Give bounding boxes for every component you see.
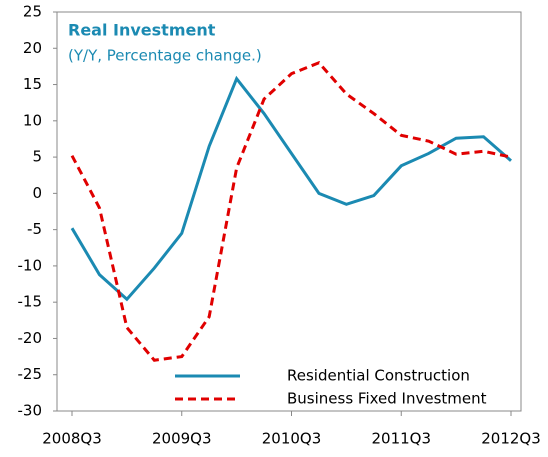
chart-subtitle: (Y/Y, Percentage change.)	[68, 47, 262, 65]
x-tick-label: 2011Q3	[371, 430, 431, 448]
chart-title: Real Investment	[68, 21, 216, 40]
y-tick-label: -25	[18, 365, 43, 383]
x-tick-label: 2009Q3	[152, 430, 212, 448]
plot-frame	[56, 11, 522, 412]
y-tick-label: 10	[23, 111, 42, 129]
y-tick-label: -5	[27, 220, 42, 238]
legend-label: Business Fixed Investment	[287, 390, 487, 408]
series-line	[70, 75, 512, 302]
y-tick-label: -20	[18, 329, 43, 347]
x-tick-label: 2012Q3	[481, 430, 541, 448]
y-tick-label: 20	[23, 39, 42, 57]
y-tick-label: 0	[32, 184, 42, 202]
legend-label: Residential Construction	[287, 367, 470, 385]
y-tick-label: -30	[18, 402, 43, 420]
y-tick-label: -15	[18, 293, 43, 311]
y-tick-label: 25	[23, 3, 42, 21]
series-line	[70, 60, 512, 362]
y-tick-label: -10	[18, 256, 43, 274]
x-tick-label: 2008Q3	[42, 430, 102, 448]
y-tick-label: 5	[32, 148, 42, 166]
y-tick-label: 15	[23, 75, 42, 93]
x-tick-label: 2010Q3	[262, 430, 322, 448]
